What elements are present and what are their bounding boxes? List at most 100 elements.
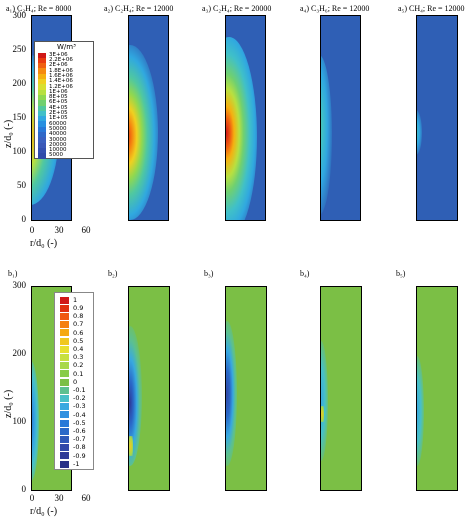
field-b4 [320,341,328,461]
legend-a-level: 20000 [49,141,67,148]
legend-a-level: 10000 [49,147,67,154]
legend-a-entry: 2E+06 [38,63,68,70]
legend-b-entry: -0.3 [60,403,86,411]
panel-title-a3: a₃) C₂H₄; Re = 20000 [202,4,272,13]
legend-a-swatch [38,126,46,133]
hotspot-a5 [416,110,422,155]
legend-a-swatch [38,94,46,101]
legend-a-swatch [38,121,46,128]
legend-b-swatch [60,394,69,402]
a-ytick-300: 300 [12,10,27,20]
a-ytick-150: 150 [12,112,27,122]
legend-b-level: -0.6 [73,426,86,435]
legend-b-entry: 0.4 [60,345,83,353]
legend-a-level: 40000 [49,131,67,138]
legend-a-swatch [38,52,46,59]
heatmap-b2 [128,286,169,490]
edge-b2 [128,436,133,456]
legend-b-level: -1 [73,459,80,468]
legend-a-swatch [38,100,46,107]
legend-a-swatch [38,73,46,80]
legend-a-swatch [38,142,46,149]
b-ytick-200: 200 [12,348,27,358]
legend-b-entry: -1 [60,460,79,468]
b-xtick-0: 0 [29,493,35,503]
legend-b-level: 0.8 [73,312,84,321]
legend-a-level: 1E+05 [49,115,68,122]
legend-b-entry: 0 [60,378,77,386]
heatmap-b4 [320,286,361,490]
a-ytick-0: 0 [21,214,27,224]
legend-a-swatch [38,153,46,160]
legend-a-swatch [38,137,46,144]
legend-b-entry: 0.7 [60,321,83,329]
legend-b-swatch [60,419,69,427]
legend-a-entry: 1.6E+06 [38,73,73,80]
legend-b-entry: 0.9 [60,304,83,312]
legend-b: 1 0.9 0.8 0.7 0.6 0.5 0.4 0.3 0.2 0.1 0 -0.1 -0.2 -0.… [54,292,94,470]
legend-b-swatch [60,362,69,370]
legend-b-entry: 0.5 [60,337,83,345]
field-b1 [31,361,39,481]
legend-a-level: 1.6E+06 [49,72,73,79]
legend-b-level: 0.1 [73,369,84,378]
legend-a-entry: 50000 [38,126,67,133]
legend-a-level: 3E+06 [49,51,68,58]
legend-b-entry: -0.9 [60,452,86,460]
legend-a-level: 1E+06 [49,88,68,95]
b-ytick-100: 100 [12,416,27,426]
b-xtick-60: 60 [81,493,91,503]
legend-b-swatch [60,435,69,443]
legend-a-entry: 1E+06 [38,89,68,96]
legend-a-swatch [38,84,46,91]
b-xtick-30: 30 [54,493,64,503]
legend-a-level: 2E+06 [49,62,68,69]
panel-title-a2: a₂) C₂H₄; Re = 12000 [104,4,174,13]
legend-b-entry: 0.2 [60,362,83,370]
legend-b-level: -0.1 [73,385,86,394]
legend-b-level: -0.3 [73,402,86,411]
legend-b-swatch [60,427,69,435]
legend-b-swatch [60,460,69,468]
a-xtick-60: 60 [81,225,91,235]
legend-b-swatch [60,312,69,320]
panel-title-b1: b₁) [8,269,18,278]
legend-a-swatch [38,89,46,96]
legend-b-entry: -0.7 [60,435,86,443]
legend-a-swatch [38,116,46,123]
heatmap-a5 [416,15,457,220]
legend-a-entry: 5000 [38,153,63,160]
legend-b-level: -0.7 [73,435,86,444]
panel-title-b4: b₄) [300,269,310,278]
legend-a-swatch [38,68,46,75]
legend-a-level: 1.2E+06 [49,83,73,90]
legend-a-swatch [38,79,46,85]
legend-b-swatch [60,304,69,312]
legend-b-swatch [60,403,69,411]
legend-a-entry: 8E+05 [38,94,68,101]
b-ytick-0: 0 [21,484,27,494]
legend-b-swatch [60,378,69,386]
legend-a-entry: 2.2E+06 [38,57,73,64]
legend-a-entry: 60000 [38,121,67,128]
hotspot-a4 [320,55,332,215]
a-ytick-200: 200 [12,78,27,88]
legend-b-swatch [60,329,69,337]
legend-b-level: 0.3 [73,353,84,362]
a-xtick-30: 30 [54,225,64,235]
legend-a-swatch [38,132,46,138]
legend-a-level: 8E+05 [49,94,68,101]
legend-b-entry: -0.5 [60,419,86,427]
legend-a: W/m³ 3E+06 2.2E+06 2E+06 1.8E+06 1.6E+06 1.4E… [34,41,94,160]
legend-a-entry: 40000 [38,132,67,139]
legend-a-level: 60000 [49,120,67,127]
panel-title-a4: a₄) C₃H₆; Re = 12000 [300,4,370,13]
legend-a-entry: 6E+05 [38,100,68,107]
legend-a-swatch [38,105,46,112]
legend-b-swatch [60,321,69,329]
legend-a-unit: W/m³ [57,43,76,51]
panel-title-b3: b₃) [204,269,214,278]
legend-b-level: 0.2 [73,361,84,370]
legend-a-entry: 1E+05 [38,116,68,123]
legend-a-level: 50000 [49,125,67,132]
